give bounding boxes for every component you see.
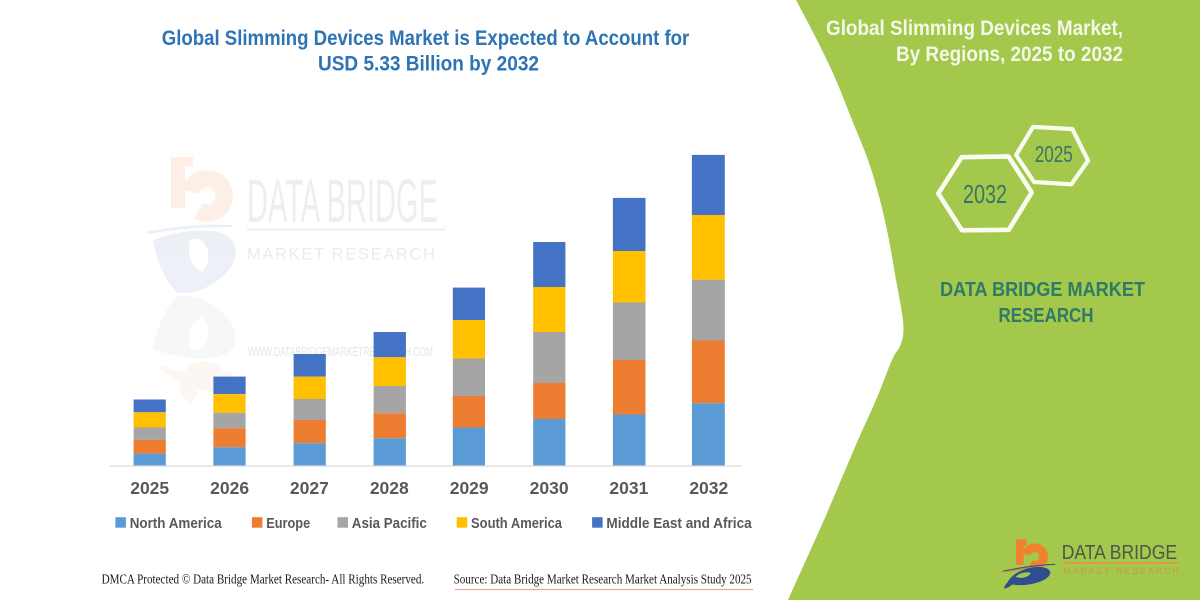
svg-text:2025: 2025 — [130, 478, 169, 498]
svg-text:MARKET RESEARCH: MARKET RESEARCH — [247, 246, 435, 264]
svg-text:MARKET RESEARCH: MARKET RESEARCH — [1063, 566, 1178, 576]
svg-text:By Regions, 2025 to 2032: By Regions, 2025 to 2032 — [896, 42, 1123, 66]
svg-text:DATA BRIDGE MARKET: DATA BRIDGE MARKET — [940, 279, 1145, 301]
svg-text:USD 5.33 Billion by 2032: USD 5.33 Billion by 2032 — [318, 52, 539, 76]
svg-text:Global Slimming Devices Market: Global Slimming Devices Market is Expect… — [162, 26, 690, 50]
svg-text:Europe: Europe — [266, 515, 310, 532]
svg-text:Middle East and Africa: Middle East and Africa — [606, 515, 752, 532]
svg-text:2032: 2032 — [963, 179, 1007, 209]
svg-text:2029: 2029 — [450, 478, 489, 498]
svg-text:2032: 2032 — [689, 478, 728, 498]
svg-text:DATA BRIDGE: DATA BRIDGE — [247, 167, 438, 235]
svg-text:2031: 2031 — [609, 478, 648, 498]
svg-text:2030: 2030 — [530, 478, 569, 498]
svg-text:South America: South America — [471, 515, 563, 532]
svg-text:RESEARCH: RESEARCH — [999, 305, 1094, 327]
svg-text:DMCA Protected © Data Bridge M: DMCA Protected © Data Bridge Market Rese… — [102, 573, 425, 588]
svg-text:2025: 2025 — [1035, 141, 1073, 167]
svg-text:Source: Data Bridge Market Res: Source: Data Bridge Market Research Mark… — [454, 573, 752, 588]
svg-text:DATA BRIDGE: DATA BRIDGE — [1062, 542, 1177, 564]
svg-text:Asia Pacific: Asia Pacific — [352, 515, 427, 532]
svg-text:Global Slimming Devices Market: Global Slimming Devices Market, — [826, 16, 1123, 40]
svg-text:2026: 2026 — [210, 478, 249, 498]
svg-text:2028: 2028 — [370, 478, 409, 498]
svg-text:North America: North America — [130, 515, 223, 532]
svg-text:2027: 2027 — [290, 478, 329, 498]
